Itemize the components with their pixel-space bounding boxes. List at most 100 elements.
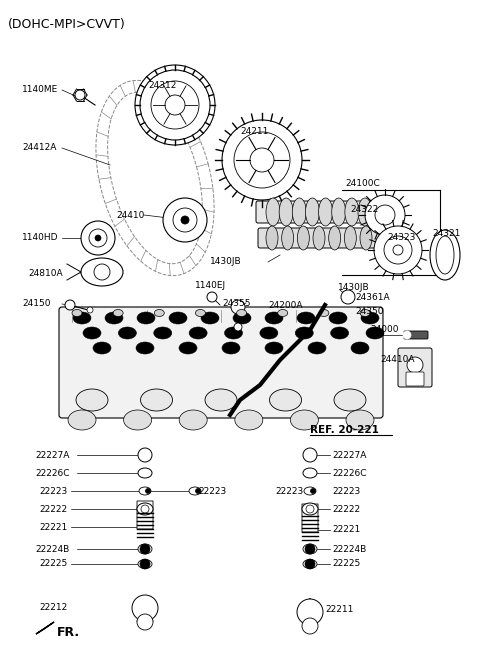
Circle shape	[231, 300, 245, 314]
Text: 24355: 24355	[222, 299, 251, 307]
FancyBboxPatch shape	[406, 372, 424, 386]
Circle shape	[407, 357, 423, 373]
Text: 1430JB: 1430JB	[210, 257, 241, 267]
Circle shape	[94, 264, 110, 280]
Text: 22226C: 22226C	[35, 468, 70, 477]
Circle shape	[181, 216, 189, 224]
Text: 22226C: 22226C	[332, 468, 367, 477]
Ellipse shape	[137, 503, 153, 515]
Text: 22222: 22222	[332, 504, 360, 514]
Text: 24412A: 24412A	[22, 143, 56, 153]
Ellipse shape	[136, 342, 154, 354]
Circle shape	[138, 448, 152, 462]
Ellipse shape	[72, 310, 82, 316]
Ellipse shape	[205, 389, 237, 411]
Ellipse shape	[139, 487, 151, 495]
Ellipse shape	[334, 389, 366, 411]
Text: 1140HD: 1140HD	[22, 233, 59, 242]
Ellipse shape	[225, 327, 242, 339]
Ellipse shape	[141, 389, 172, 411]
Ellipse shape	[319, 310, 329, 316]
Text: 24361A: 24361A	[355, 293, 390, 303]
Circle shape	[384, 236, 412, 264]
Circle shape	[303, 448, 317, 462]
Text: 22212: 22212	[39, 603, 67, 612]
Ellipse shape	[305, 198, 319, 226]
Circle shape	[374, 226, 422, 274]
Circle shape	[173, 208, 197, 232]
Ellipse shape	[260, 327, 278, 339]
Ellipse shape	[169, 312, 187, 324]
Ellipse shape	[331, 327, 348, 339]
Ellipse shape	[266, 226, 278, 250]
Ellipse shape	[279, 198, 293, 226]
Circle shape	[305, 544, 315, 554]
Ellipse shape	[265, 342, 283, 354]
Circle shape	[141, 505, 149, 513]
Ellipse shape	[154, 327, 172, 339]
FancyBboxPatch shape	[256, 201, 382, 223]
Ellipse shape	[189, 487, 201, 495]
Text: 22223: 22223	[332, 487, 360, 495]
Text: 22221: 22221	[39, 523, 67, 531]
Ellipse shape	[430, 230, 460, 280]
Ellipse shape	[303, 559, 317, 569]
Ellipse shape	[297, 312, 315, 324]
FancyBboxPatch shape	[258, 228, 380, 248]
Ellipse shape	[361, 312, 379, 324]
Circle shape	[163, 198, 207, 242]
Ellipse shape	[436, 236, 454, 274]
Text: 24410A: 24410A	[380, 356, 415, 364]
Ellipse shape	[303, 544, 317, 554]
Text: 24323: 24323	[387, 233, 415, 242]
Ellipse shape	[119, 327, 136, 339]
Circle shape	[140, 559, 150, 569]
Circle shape	[222, 120, 302, 200]
Ellipse shape	[195, 310, 205, 316]
Text: 1140EJ: 1140EJ	[195, 280, 226, 290]
Circle shape	[95, 235, 101, 241]
Ellipse shape	[329, 312, 347, 324]
Ellipse shape	[68, 410, 96, 430]
Ellipse shape	[73, 312, 91, 324]
Ellipse shape	[360, 310, 370, 316]
Circle shape	[341, 290, 355, 304]
Ellipse shape	[297, 226, 309, 250]
Text: 24312: 24312	[148, 81, 176, 90]
Text: FR.: FR.	[57, 626, 80, 639]
Ellipse shape	[366, 327, 384, 339]
Text: 22225: 22225	[39, 559, 67, 569]
Circle shape	[75, 90, 85, 100]
Ellipse shape	[189, 327, 207, 339]
Ellipse shape	[179, 342, 197, 354]
Text: 24211: 24211	[240, 128, 268, 136]
Circle shape	[250, 148, 274, 172]
Circle shape	[305, 559, 315, 569]
Circle shape	[375, 205, 395, 225]
Circle shape	[89, 229, 107, 247]
Ellipse shape	[93, 342, 111, 354]
Circle shape	[140, 70, 210, 140]
Ellipse shape	[345, 198, 359, 226]
Circle shape	[137, 614, 153, 630]
Ellipse shape	[313, 226, 325, 250]
Ellipse shape	[195, 489, 201, 493]
Circle shape	[151, 81, 199, 129]
Text: 22221: 22221	[332, 525, 360, 534]
Text: 22225: 22225	[332, 559, 360, 569]
Text: 22224B: 22224B	[332, 544, 366, 553]
Ellipse shape	[105, 312, 123, 324]
Ellipse shape	[266, 198, 280, 226]
Text: 22223: 22223	[275, 487, 303, 495]
Circle shape	[234, 132, 290, 188]
Ellipse shape	[235, 410, 263, 430]
Circle shape	[87, 307, 93, 313]
Ellipse shape	[344, 226, 356, 250]
Ellipse shape	[138, 468, 152, 478]
Circle shape	[207, 292, 217, 302]
Ellipse shape	[303, 468, 317, 478]
Ellipse shape	[81, 258, 123, 286]
Ellipse shape	[201, 312, 219, 324]
Circle shape	[132, 595, 158, 621]
Ellipse shape	[292, 198, 306, 226]
